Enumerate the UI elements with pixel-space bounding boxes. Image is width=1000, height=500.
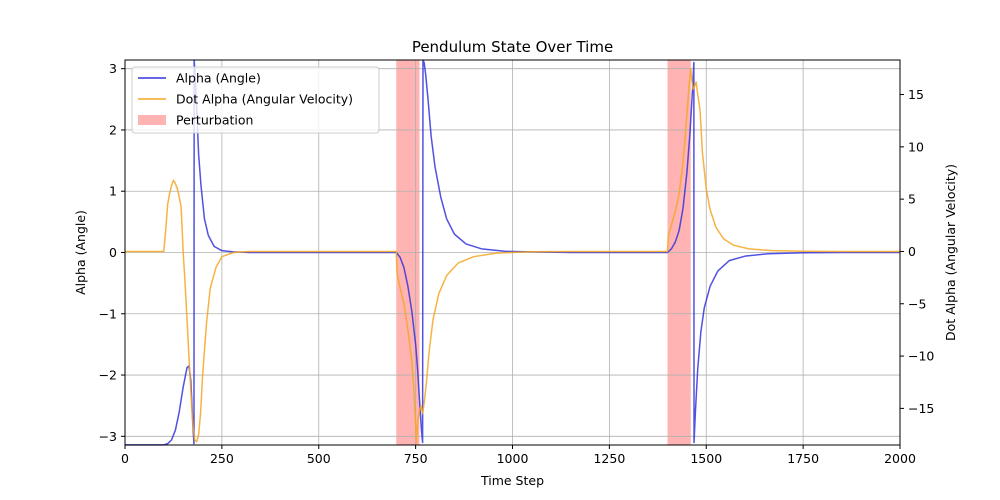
left-y-tick-label: −2 xyxy=(99,368,117,383)
left-y-tick-label: −1 xyxy=(99,306,117,321)
left-y-tick-label: −3 xyxy=(99,429,117,444)
x-tick-label: 1000 xyxy=(497,451,529,466)
right-y-tick-label: 0 xyxy=(908,244,916,259)
left-y-tick-label: 0 xyxy=(109,245,117,260)
left-y-tick-label: 2 xyxy=(109,122,117,137)
legend: Alpha (Angle) Dot Alpha (Angular Velocit… xyxy=(131,66,380,134)
series-line-dot-alpha-angular-velocity xyxy=(125,67,900,444)
legend-label-alpha: Alpha (Angle) xyxy=(176,71,261,86)
right-y-tick-label: 15 xyxy=(908,87,924,102)
right-y-axis-ticks: −15 −10 −5 0 5 10 15 xyxy=(900,87,934,416)
right-y-axis-label: Dot Alpha (Angular Velocity) xyxy=(943,164,958,341)
right-y-tick-label: −15 xyxy=(908,401,934,416)
right-y-tick-label: −10 xyxy=(908,349,934,364)
right-y-tick-label: −5 xyxy=(908,296,926,311)
legend-box xyxy=(131,66,380,134)
legend-swatch-perturbation xyxy=(138,115,166,125)
legend-label-dot-alpha: Dot Alpha (Angular Velocity) xyxy=(176,92,353,107)
series-layer xyxy=(125,59,900,446)
chart-title: Pendulum State Over Time xyxy=(412,38,613,56)
legend-label-perturbation: Perturbation xyxy=(176,113,253,128)
x-axis-label: Time Step xyxy=(480,473,544,488)
right-y-tick-label: 5 xyxy=(908,192,916,207)
x-tick-label: 1500 xyxy=(690,451,722,466)
x-tick-label: 250 xyxy=(210,451,234,466)
left-y-tick-label: 3 xyxy=(109,61,117,76)
x-tick-label: 1750 xyxy=(787,451,819,466)
left-y-axis-label: Alpha (Angle) xyxy=(73,210,88,295)
right-y-tick-label: 10 xyxy=(908,139,924,154)
left-y-axis-ticks: −3 −2 −1 0 1 2 3 xyxy=(99,61,125,444)
left-y-tick-label: 1 xyxy=(109,184,117,199)
x-tick-label: 0 xyxy=(121,451,129,466)
x-tick-label: 1250 xyxy=(593,451,625,466)
x-tick-label: 500 xyxy=(307,451,331,466)
x-tick-label: 750 xyxy=(404,451,428,466)
x-axis-ticks: 0 250 500 750 1000 1250 1500 1750 2000 xyxy=(121,445,916,466)
x-tick-label: 2000 xyxy=(884,451,916,466)
series-line-alpha-angle xyxy=(125,59,900,446)
